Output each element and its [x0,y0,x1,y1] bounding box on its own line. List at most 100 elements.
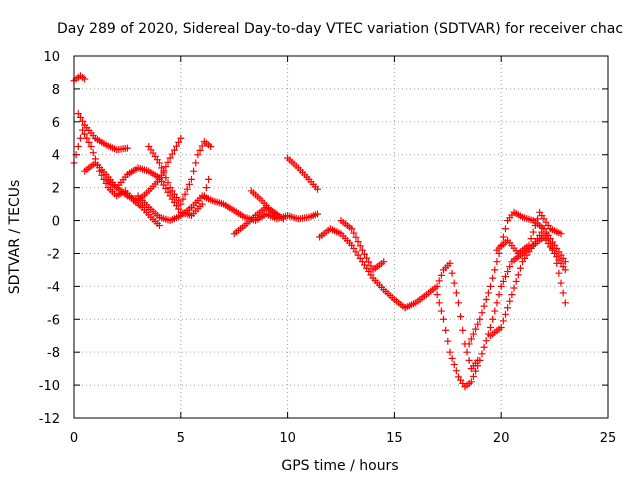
data-point [540,225,548,233]
series-arc-l [337,217,388,274]
data-point [561,299,569,307]
data-point [196,146,204,154]
data-point [181,190,189,198]
data-point [542,230,550,238]
data-point [534,215,542,223]
data-point [557,230,565,238]
data-point [482,296,490,304]
data-point [499,317,507,325]
data-point [435,299,443,307]
data-point [435,277,443,285]
data-point [467,378,475,386]
data-point [155,174,163,182]
data-point [561,258,569,266]
x-tick-label: 5 [177,431,185,446]
data-point [160,169,168,177]
data-point [356,242,364,250]
plot-frame [73,55,609,419]
data-point [561,266,569,274]
tick-labels: 0 5 10 15 20 25 -12 -10 -8 -6 -4 -2 0 2 4 6 8 10 [39,50,617,446]
data-point [177,200,185,208]
data-point [474,320,482,328]
data-point [444,337,452,345]
y-tick-label: -10 [39,379,60,394]
data-point [450,279,458,287]
data-point [469,330,477,338]
data-point [467,335,475,343]
grid [74,56,608,418]
data-point [491,266,499,274]
data-point [450,361,458,369]
data-point [454,299,462,307]
data-point [499,233,507,241]
data-point [185,180,193,188]
data-point [79,126,87,134]
x-tick-label: 15 [386,431,403,446]
data-point [476,356,484,364]
data-point [433,282,441,290]
data-point [314,185,322,193]
data-point [160,181,168,189]
data-point [198,142,206,150]
data-point [512,277,520,285]
y-tick-label: -2 [47,247,60,262]
y-tick-label: -12 [39,412,60,427]
data-point [501,225,509,233]
data-point [202,184,210,192]
data-point [489,315,497,323]
data-point [87,143,95,150]
data-point [81,75,89,83]
data-point [463,348,471,356]
data-point [482,337,490,345]
data-point [446,259,454,267]
data-point [363,254,371,262]
data-point [79,117,87,125]
data-point [448,269,456,277]
data-point [358,246,366,254]
data-point [179,195,187,203]
data-point [380,258,388,266]
data-point [314,210,322,218]
data-point [493,258,501,266]
data-point [531,221,539,229]
data-point [177,134,185,142]
data-point [510,284,518,292]
data-point [559,289,567,297]
data-points [70,72,569,391]
data-point [499,277,507,285]
x-tick-label: 10 [279,431,296,446]
data-point [348,225,356,233]
series-arc-q [493,208,565,257]
data-point [194,151,202,159]
data-point [365,258,373,266]
data-point [190,167,198,175]
data-point [123,144,131,152]
data-point [452,367,460,375]
data-point [162,163,170,171]
series-arc-b [70,126,163,229]
data-point [162,185,170,193]
data-point [164,179,172,187]
data-point [553,259,561,267]
data-point [497,282,505,290]
data-point [352,233,360,241]
data-point [504,268,512,276]
data-point [279,215,287,223]
y-tick-label: 2 [52,182,60,197]
data-point [155,159,163,167]
data-point [155,221,163,229]
data-point [437,307,445,315]
data-point [546,240,554,248]
x-tick-label: 20 [493,431,510,446]
data-point [465,340,473,348]
data-point [166,154,174,162]
data-point [367,262,375,270]
series-arc-k [316,225,409,312]
data-point [192,159,200,167]
data-point [448,354,456,362]
data-point [548,245,556,253]
data-point [551,249,559,257]
data-point [446,348,454,356]
data-point [207,143,215,150]
data-point [501,272,509,280]
